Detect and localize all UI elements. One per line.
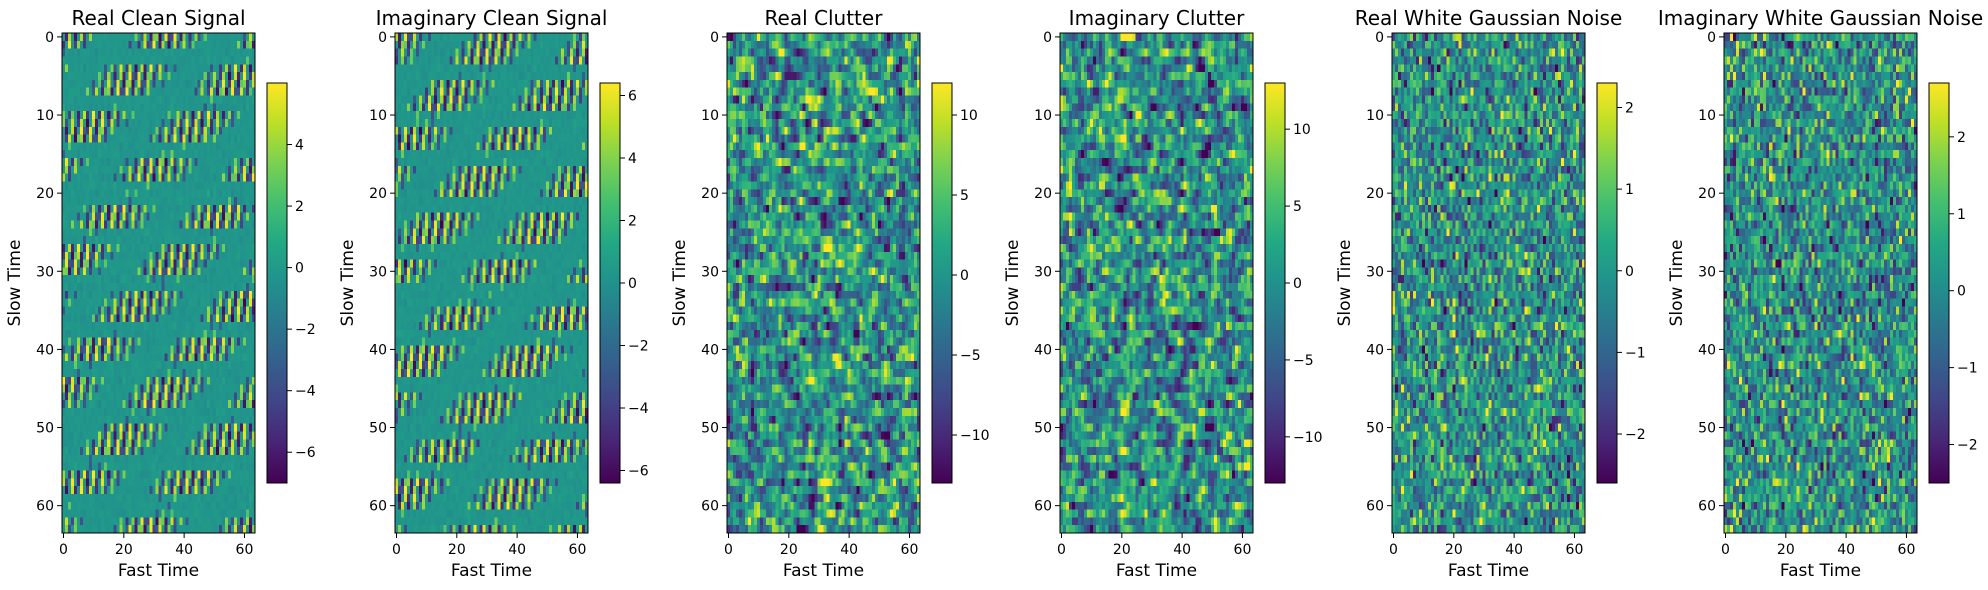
colorbar-tick-label: −4 — [295, 384, 316, 400]
y-tick-label: 30 — [36, 264, 54, 280]
x-tick-label: 0 — [59, 542, 68, 558]
y-tick-label: 20 — [36, 186, 54, 202]
colorbar-tick-label: 2 — [295, 199, 304, 215]
y-tick-label: 50 — [36, 421, 54, 437]
y-tick-label: 60 — [36, 499, 54, 515]
x-tick-label: 20 — [115, 542, 133, 558]
colorbar-tick-label: 0 — [295, 261, 304, 277]
heatmap-cells — [62, 33, 256, 534]
colorbar — [267, 83, 287, 483]
x-tick-label: 60 — [236, 542, 254, 558]
colorbar-tick-label: −2 — [295, 322, 316, 338]
y-axis-label: Slow Time — [5, 240, 25, 327]
y-tick-label: 10 — [36, 108, 54, 124]
x-axis-label: Fast Time — [118, 561, 199, 581]
heatmap-panel: Imaginary Clean SignalFast TimeSlow Time… — [338, 6, 649, 581]
y-tick-label: 0 — [45, 30, 54, 46]
colorbar-tick-label: 4 — [295, 138, 304, 154]
y-tick-label: 40 — [36, 342, 54, 358]
heatmap-cells — [395, 33, 589, 534]
colorbar-tick-label: −6 — [295, 445, 316, 461]
x-tick-label: 40 — [175, 542, 193, 558]
panel-title: Real Clean Signal — [71, 6, 245, 30]
